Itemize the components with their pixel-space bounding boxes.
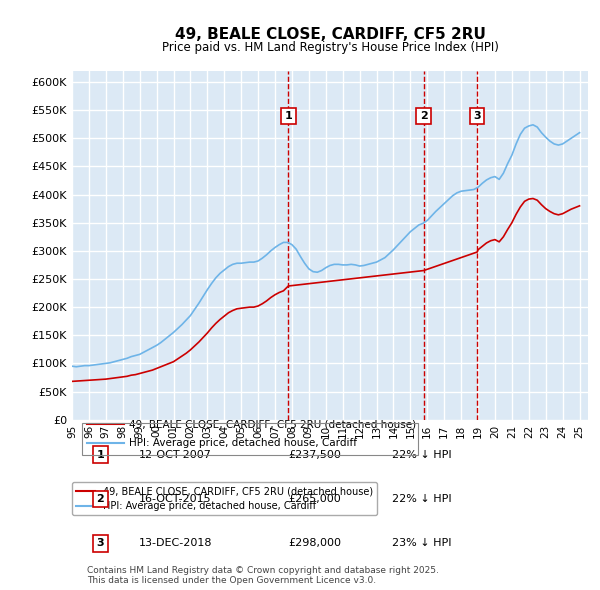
Text: 2: 2	[420, 111, 428, 121]
Text: 22% ↓ HPI: 22% ↓ HPI	[392, 450, 452, 460]
Text: 1: 1	[284, 111, 292, 121]
Text: 3: 3	[473, 111, 481, 121]
Text: 16-OCT-2015: 16-OCT-2015	[139, 494, 212, 504]
Text: 22% ↓ HPI: 22% ↓ HPI	[392, 494, 452, 504]
Text: 23% ↓ HPI: 23% ↓ HPI	[392, 538, 451, 548]
Text: 3: 3	[97, 538, 104, 548]
Text: Contains HM Land Registry data © Crown copyright and database right 2025.
This d: Contains HM Land Registry data © Crown c…	[88, 566, 439, 585]
Text: £237,500: £237,500	[289, 450, 341, 460]
Text: HPI: Average price, detached house, Cardiff: HPI: Average price, detached house, Card…	[129, 438, 357, 448]
Text: 1: 1	[97, 450, 104, 460]
Legend: 49, BEALE CLOSE, CARDIFF, CF5 2RU (detached house), HPI: Average price, detached: 49, BEALE CLOSE, CARDIFF, CF5 2RU (detac…	[72, 483, 377, 515]
Text: 49, BEALE CLOSE, CARDIFF, CF5 2RU (detached house): 49, BEALE CLOSE, CARDIFF, CF5 2RU (detac…	[129, 419, 416, 430]
Text: 12-OCT-2007: 12-OCT-2007	[139, 450, 212, 460]
Text: £265,000: £265,000	[289, 494, 341, 504]
Text: £298,000: £298,000	[289, 538, 342, 548]
Text: 2: 2	[97, 494, 104, 504]
Text: Price paid vs. HM Land Registry's House Price Index (HPI): Price paid vs. HM Land Registry's House …	[161, 41, 499, 54]
Text: 49, BEALE CLOSE, CARDIFF, CF5 2RU: 49, BEALE CLOSE, CARDIFF, CF5 2RU	[175, 27, 485, 41]
Text: 13-DEC-2018: 13-DEC-2018	[139, 538, 212, 548]
